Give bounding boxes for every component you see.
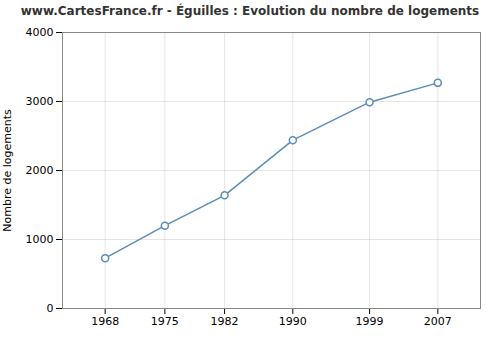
svg-text:1990: 1990 — [279, 315, 307, 328]
svg-text:1000: 1000 — [26, 233, 54, 246]
svg-text:2000: 2000 — [26, 164, 54, 177]
html-text:www.CartesFrance.fr - Éguilles: www.CartesFrance.fr - Éguilles : Evoluti… — [20, 4, 480, 18]
svg-text:1982: 1982 — [211, 315, 239, 328]
svg-text:1999: 1999 — [356, 315, 384, 328]
svg-text:1968: 1968 — [91, 315, 119, 328]
svg-text:4000: 4000 — [26, 26, 54, 39]
svg-text:2007: 2007 — [424, 315, 452, 328]
svg-text:3000: 3000 — [26, 95, 54, 108]
svg-text:Nombre de logements: Nombre de logements — [1, 109, 14, 232]
svg-text:0: 0 — [47, 302, 54, 315]
svg-text:1975: 1975 — [151, 315, 179, 328]
